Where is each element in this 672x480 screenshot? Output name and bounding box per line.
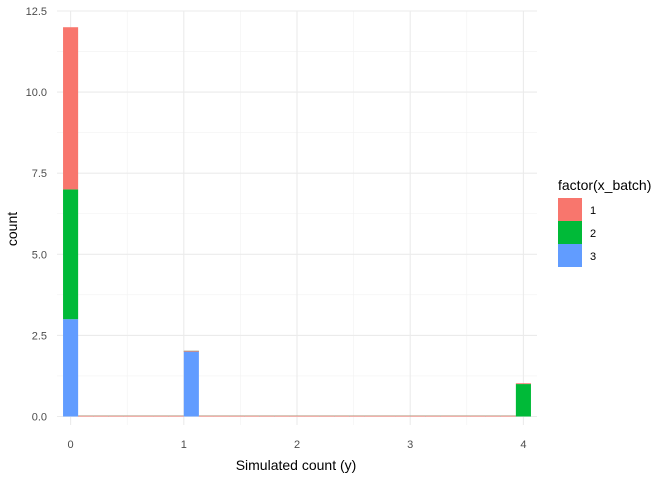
x-tick-label: 0 [68,439,74,451]
x-tick-label: 2 [294,439,300,451]
x-tick-label: 3 [407,439,413,451]
y-tick-label: 7.5 [32,168,47,180]
bar-series-1 [485,415,501,417]
bar-series-3 [63,319,79,417]
y-axis-title: count [4,212,20,246]
bar-series-1 [63,27,79,190]
bar-series-1 [364,415,381,417]
bar-series-1 [168,415,184,417]
bar-series-1 [470,415,486,417]
x-tick-label: 1 [181,439,187,451]
y-tick-label: 12.5 [26,6,47,18]
bar-series-1 [244,415,260,417]
bar-series-1 [380,415,396,417]
major-gridlines [57,10,537,425]
bar-series-1 [153,415,169,417]
bar-series-1 [304,415,320,417]
legend-key-2 [558,221,582,244]
bar-series-1 [515,383,531,385]
bar-series-1 [440,415,456,417]
bar-series-1 [289,415,305,417]
legend-title: factor(x_batch) [558,177,651,193]
y-tick-label: 0.0 [32,412,47,424]
legend-key-1 [558,198,582,221]
bar-series-1 [123,415,139,417]
bar-series-1 [319,415,335,417]
legend-label-3: 3 [590,251,596,263]
legend: factor(x_batch) 1 2 3 [558,177,651,267]
y-tick-label: 10.0 [26,87,47,99]
bar-series-1 [334,415,350,417]
legend-items: 1 2 3 [558,198,596,267]
y-tick-label: 2.5 [32,330,47,342]
bar-series-1 [183,350,199,352]
bar-series-3 [183,351,199,417]
bar-series-1 [455,415,471,417]
bar-series-1 [410,415,426,417]
bar-series-2 [63,189,79,320]
bar-series-1 [93,415,109,417]
bar-series-1 [229,415,245,417]
legend-label-2: 2 [590,228,596,240]
legend-label-1: 1 [590,205,596,217]
bar-series-1 [213,415,230,417]
bar-series-1 [395,415,411,417]
bar-series-1 [198,415,214,417]
x-axis-title: Simulated count (y) [236,457,357,473]
bar-series-1 [78,415,94,417]
bar-series-1 [138,415,154,417]
x-axis-tick-labels: 0 1 2 3 4 [68,439,527,451]
legend-key-3 [558,244,582,267]
x-tick-label: 4 [520,439,526,451]
bar-series-1 [274,415,290,417]
bar-series-2 [515,384,531,417]
bar-series-1 [259,415,275,417]
y-tick-label: 5.0 [32,249,47,261]
bar-series-1 [500,415,516,417]
bar-series-1 [108,415,124,417]
histogram-bars [63,27,531,417]
bar-series-1 [349,415,365,417]
y-axis-tick-labels: 0.0 2.5 5.0 7.5 10.0 12.5 [26,6,47,424]
bar-series-1 [425,415,441,417]
